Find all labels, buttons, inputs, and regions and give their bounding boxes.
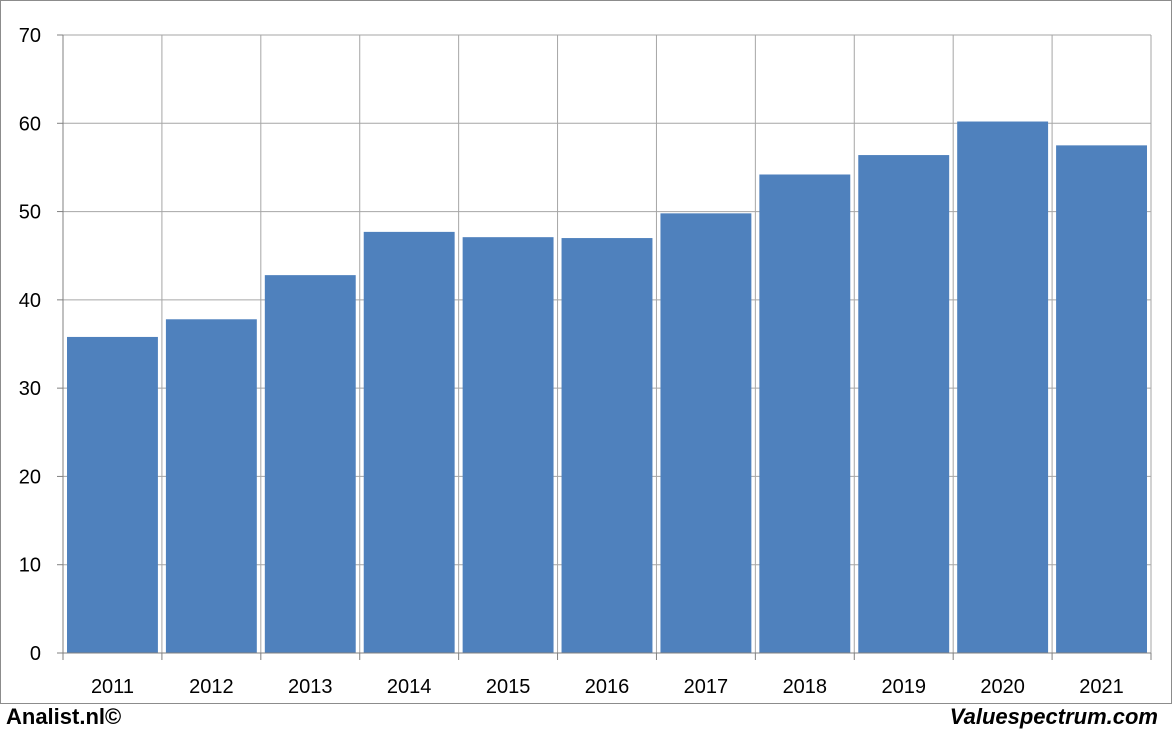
- x-tick-label: 2013: [288, 676, 333, 698]
- bar-2014: [363, 231, 455, 653]
- footer: Analist.nl© Valuespectrum.com: [0, 704, 1172, 734]
- x-tick-label: 2016: [585, 676, 630, 698]
- y-tick-label: 60: [19, 113, 41, 135]
- x-tick-label: 2017: [684, 676, 729, 698]
- source-credit-right: Valuespectrum.com: [949, 704, 1158, 729]
- bar-2015: [462, 237, 554, 653]
- x-tick-label: 2019: [881, 676, 926, 698]
- bar-2021: [1056, 145, 1147, 653]
- source-credit-left: Analist.nl©: [6, 704, 122, 729]
- x-tick-label: 2018: [783, 676, 828, 698]
- bar-2017: [660, 213, 752, 653]
- bar-2018: [759, 174, 851, 653]
- y-tick-label: 30: [19, 378, 41, 400]
- bars-layer: [67, 121, 1147, 654]
- bar-chart: 0 10 20 30 40 50 60 70 2011 2012 2013 2014 2015 2016 2…: [19, 25, 1152, 698]
- x-tick-label: 2015: [486, 676, 531, 698]
- bar-2013: [264, 275, 356, 653]
- x-tick-label: 2011: [91, 676, 134, 698]
- x-tick-label: 2020: [980, 676, 1025, 698]
- bar-2012: [165, 319, 257, 653]
- x-tick-label: 2014: [387, 676, 432, 698]
- chart-frame: 0 10 20 30 40 50 60 70 2011 2012 2013 2014 2015 2016 2…: [0, 0, 1172, 704]
- bar-2019: [858, 155, 950, 653]
- y-tick-label: 70: [19, 25, 41, 47]
- x-tick-label: 2021: [1079, 676, 1124, 698]
- y-tick-label: 20: [19, 466, 41, 488]
- bar-2020: [957, 121, 1049, 653]
- y-tick-label: 0: [30, 643, 41, 665]
- y-tick-label: 40: [19, 290, 41, 312]
- bar-2011: [67, 336, 158, 653]
- labels-layer: 0 10 20 30 40 50 60 70 2011 2012 2013 2014 2015 2016 2…: [19, 25, 1124, 698]
- x-tick-label: 2012: [189, 676, 234, 698]
- y-tick-label: 10: [19, 555, 41, 577]
- axis-layer: [57, 34, 1152, 660]
- y-tick-label: 50: [19, 202, 41, 224]
- bar-2016: [561, 238, 653, 654]
